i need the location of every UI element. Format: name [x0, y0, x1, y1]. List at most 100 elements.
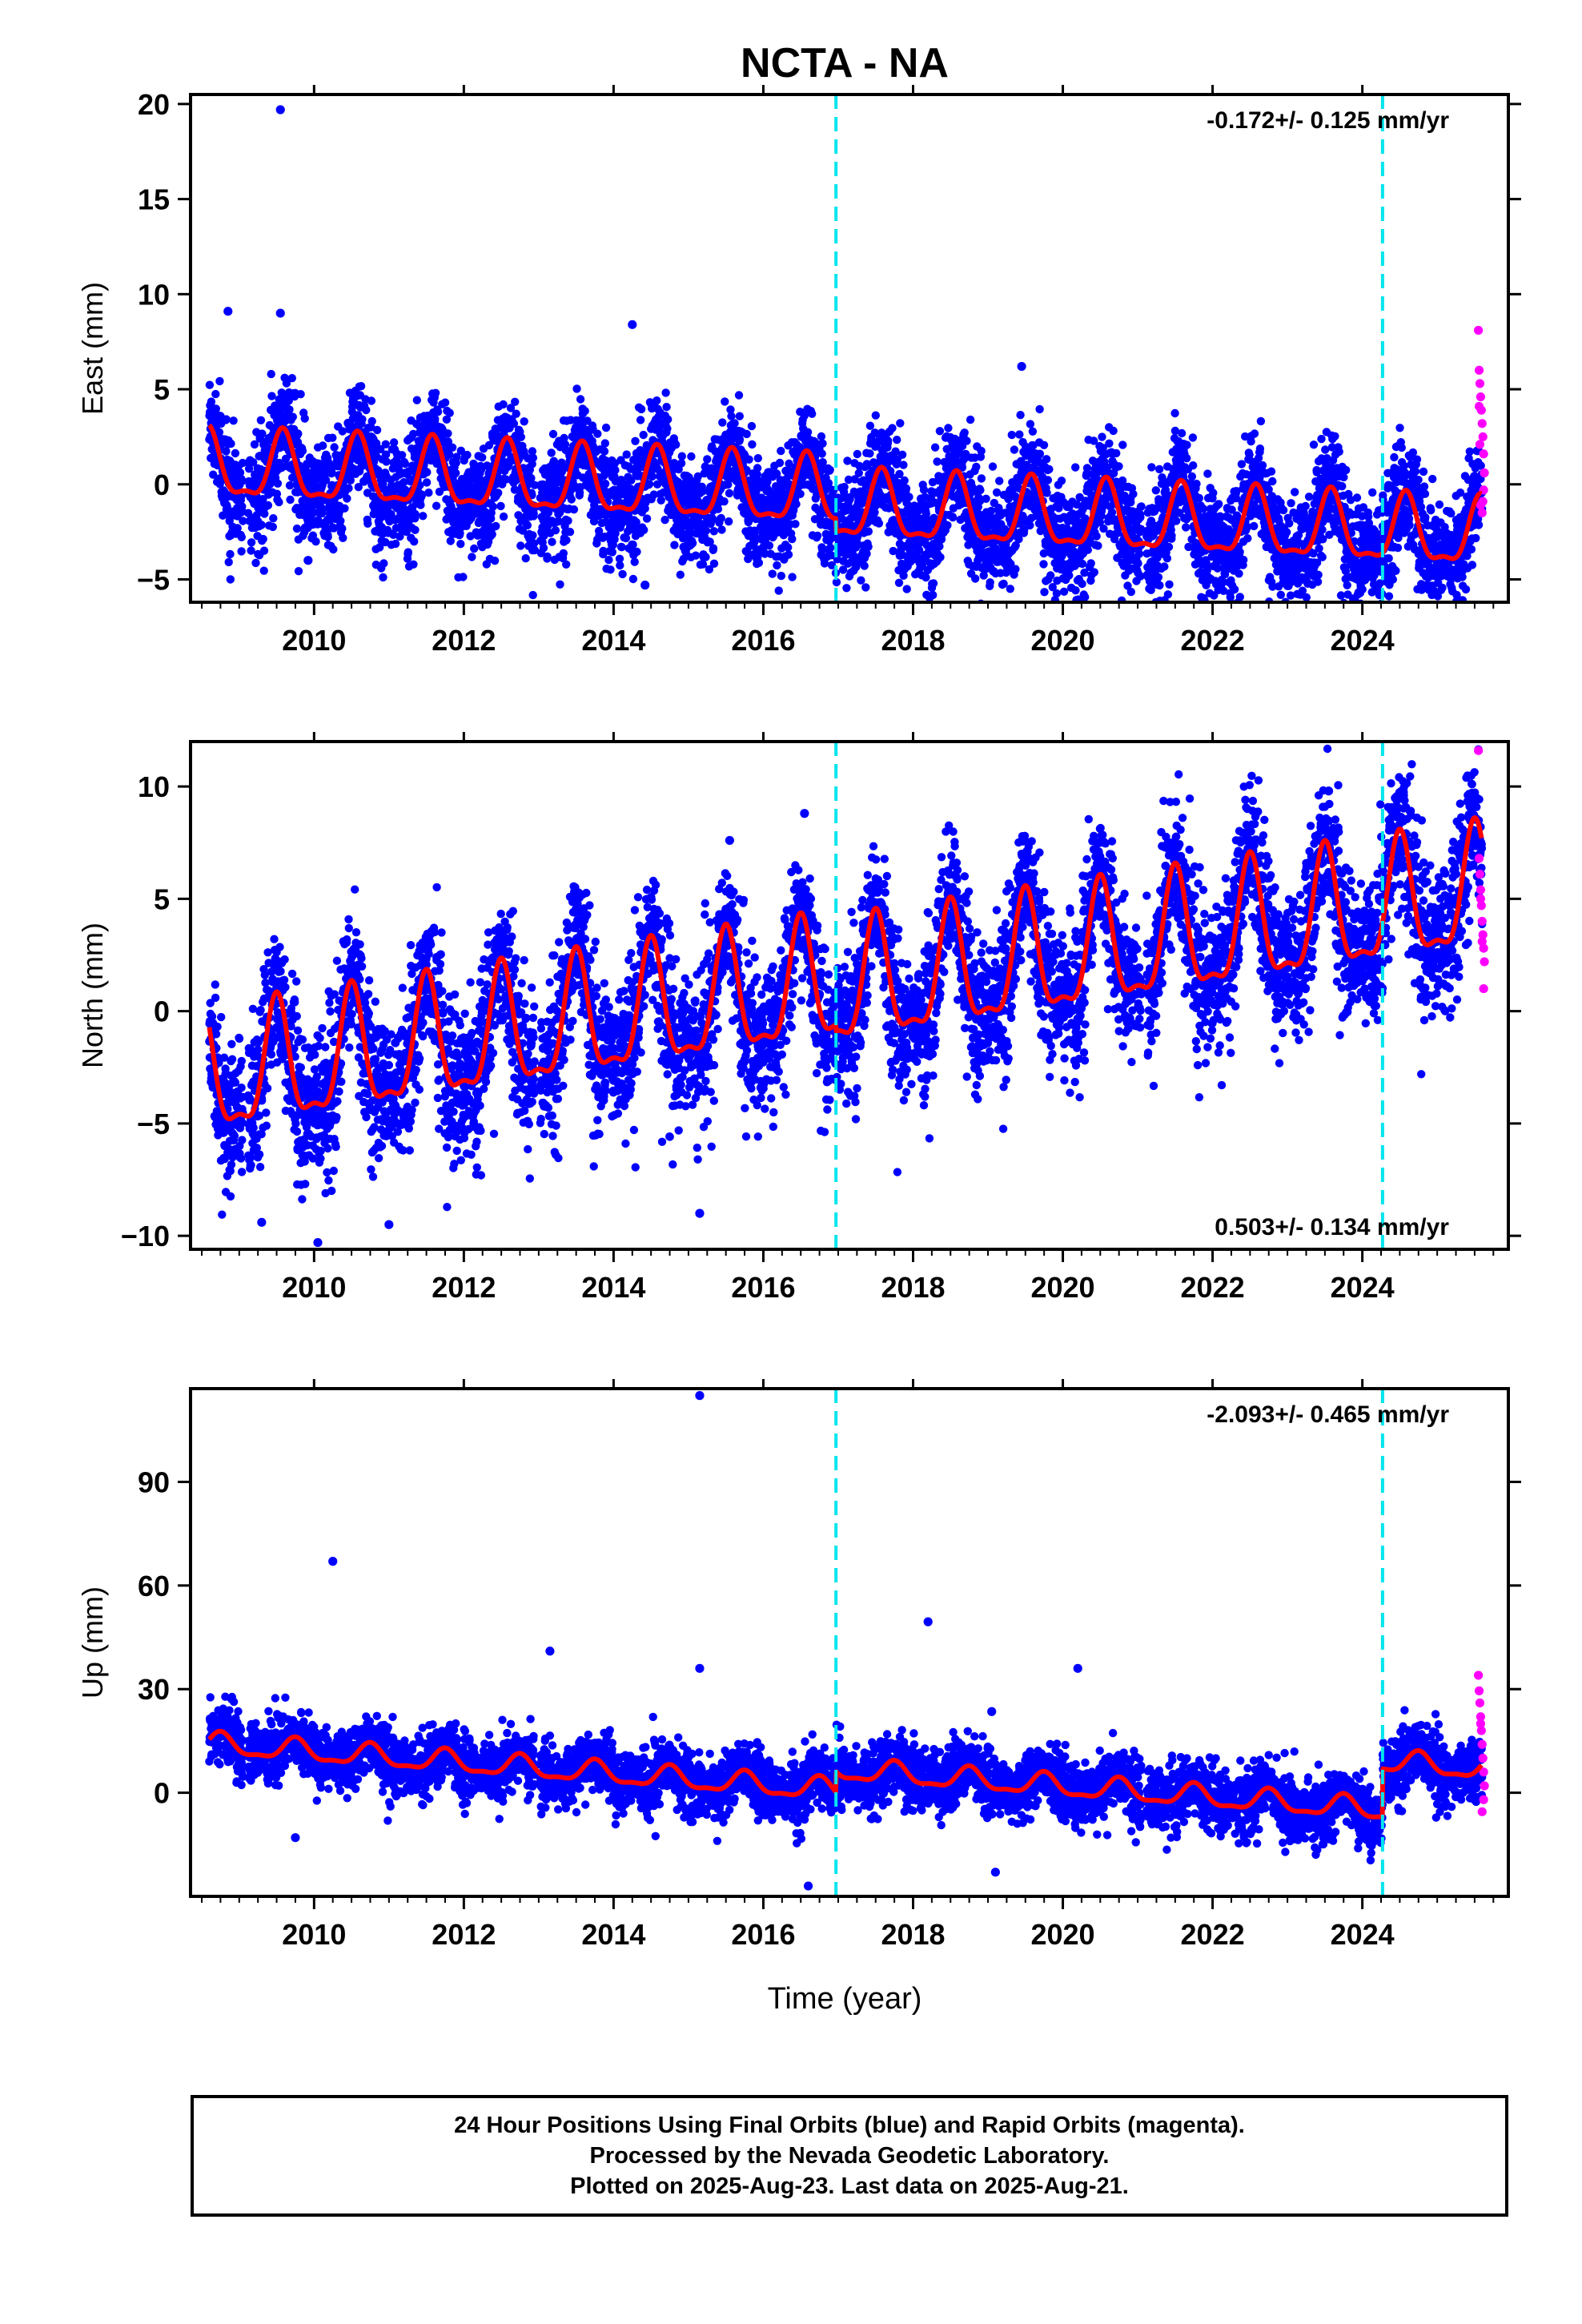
final-orbit-point [761, 549, 769, 558]
final-orbit-point [363, 519, 372, 528]
final-orbit-point [675, 480, 684, 489]
final-orbit-point [631, 436, 640, 445]
final-orbit-point [288, 412, 297, 421]
final-orbit-point [753, 464, 762, 472]
final-orbit-point [676, 570, 685, 579]
final-orbit-point [652, 396, 661, 405]
final-orbit-point [1078, 559, 1087, 569]
final-orbit-point [747, 421, 757, 431]
final-orbit-point [499, 400, 508, 409]
final-orbit-point [223, 502, 231, 511]
final-orbit-point [632, 547, 641, 557]
final-orbit-point [837, 494, 846, 503]
final-orbit-point [1090, 568, 1099, 577]
final-orbit-point [259, 534, 267, 544]
final-orbit-point [717, 525, 726, 534]
final-orbit-point [484, 440, 494, 450]
final-orbit-point [445, 450, 454, 459]
final-orbit-point [600, 479, 610, 489]
final-orbit-point [921, 573, 930, 582]
final-orbit-point [247, 546, 255, 555]
final-orbit-point [404, 548, 412, 557]
final-orbit-point [773, 561, 781, 570]
final-orbit-point [826, 543, 835, 553]
final-orbit-point [726, 405, 735, 414]
final-orbit-point [698, 487, 707, 496]
final-orbit-point [600, 447, 609, 456]
final-orbit-point [929, 579, 938, 588]
final-orbit-point [1164, 542, 1174, 552]
final-orbit-point [1086, 559, 1095, 568]
final-orbit-point [800, 412, 809, 420]
final-orbit-point [608, 548, 616, 557]
final-orbit-point [874, 519, 884, 528]
final-orbit-point [709, 544, 718, 553]
final-orbit-point [554, 517, 564, 526]
final-orbit-point [750, 528, 760, 537]
final-orbit-point [381, 440, 390, 448]
final-orbit-point [286, 495, 295, 505]
final-orbit-point [1109, 426, 1118, 436]
final-orbit-point [496, 501, 505, 511]
final-orbit-point [713, 505, 723, 513]
final-orbit-point [992, 614, 1000, 622]
final-orbit-point [576, 395, 585, 404]
final-orbit-point [930, 443, 940, 452]
final-orbit-point [1051, 613, 1059, 621]
final-orbit-point [1155, 464, 1164, 474]
final-orbit-point [1126, 498, 1135, 507]
final-orbit-point [499, 512, 508, 521]
final-orbit-point [1026, 420, 1035, 428]
final-orbit-point [662, 403, 671, 412]
final-orbit-point [518, 526, 528, 535]
final-orbit-point [648, 472, 656, 481]
final-orbit-point [627, 476, 636, 485]
final-orbit-point [301, 466, 311, 475]
final-orbit-point [1042, 455, 1051, 464]
final-orbit-point [219, 511, 227, 520]
final-orbit-point [1193, 611, 1201, 619]
final-orbit-point [948, 513, 958, 522]
final-orbit-point [1235, 548, 1244, 557]
final-orbit-point [273, 479, 283, 488]
final-orbit-point [976, 485, 985, 495]
final-orbit-point [1082, 464, 1092, 472]
final-orbit-point [416, 501, 425, 509]
final-orbit-point [572, 384, 581, 393]
final-orbit-point [409, 429, 418, 439]
final-orbit-point [720, 497, 729, 506]
final-orbit-point [768, 569, 777, 578]
final-orbit-point [865, 449, 874, 458]
final-orbit-point [259, 495, 267, 504]
final-orbit-point [1237, 460, 1247, 468]
final-orbit-point [776, 476, 785, 485]
final-orbit-point [580, 407, 589, 416]
final-orbit-point [943, 521, 952, 530]
final-orbit-point [215, 428, 224, 436]
final-orbit-point [233, 524, 242, 533]
final-orbit-point [423, 468, 432, 476]
final-orbit-point [258, 429, 267, 438]
final-orbit-point [774, 586, 783, 595]
final-orbit-point [818, 458, 827, 467]
final-orbit-point [636, 416, 645, 424]
final-orbit-point [528, 460, 536, 468]
final-orbit-point [1028, 427, 1038, 436]
final-orbit-point [528, 453, 538, 462]
final-orbit-point [1160, 562, 1169, 571]
final-orbit-point [490, 557, 500, 565]
final-orbit-point [528, 447, 537, 456]
final-orbit-point [1154, 573, 1163, 581]
final-orbit-point [884, 436, 893, 445]
final-orbit-point [328, 433, 337, 442]
final-orbit-point [818, 439, 827, 448]
final-orbit-point [777, 571, 785, 581]
final-orbit-point [235, 468, 245, 477]
final-orbit-point [1010, 445, 1019, 454]
final-orbit-point [1035, 449, 1045, 458]
final-orbit-point [371, 439, 381, 448]
final-orbit-point [400, 478, 408, 487]
final-orbit-point [205, 380, 215, 389]
final-orbit-point [339, 533, 347, 542]
final-orbit-point [788, 573, 797, 581]
